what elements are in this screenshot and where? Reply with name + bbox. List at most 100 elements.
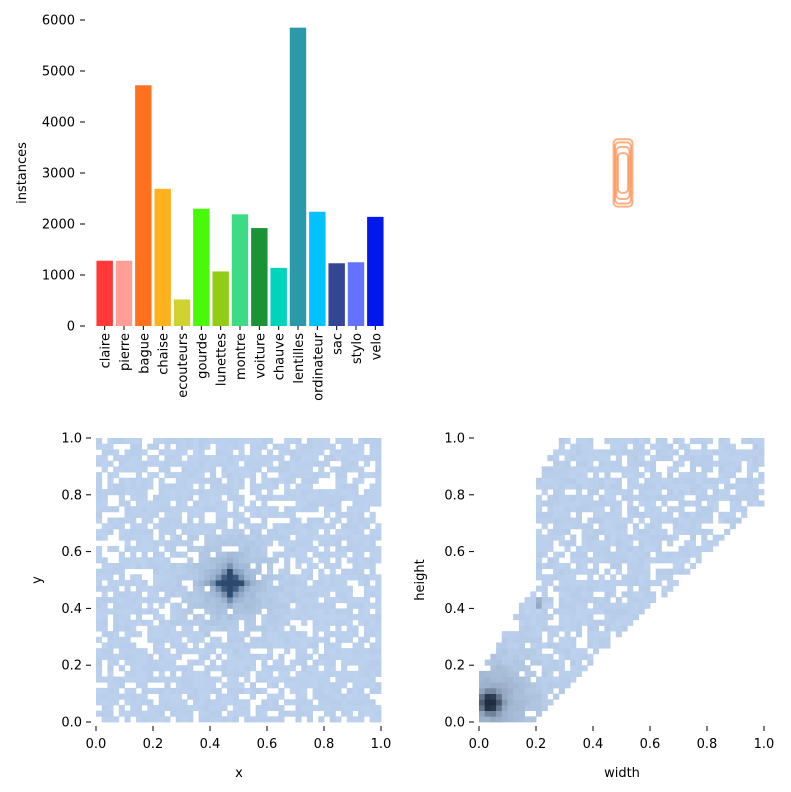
xy-heatmap-cell [272, 443, 279, 450]
xy-heatmap-cell [227, 693, 234, 700]
xy-heatmap-cell [221, 455, 228, 462]
wh-heatmap-cell [701, 517, 708, 524]
xy-heatmap-cell [141, 534, 148, 541]
wh-heatmap-cell [593, 517, 600, 524]
wh-heatmap-cell [547, 455, 554, 462]
xy-heatmap-cell [204, 591, 211, 598]
xy-heatmap-cell [346, 631, 353, 638]
wh-heatmap-cell [615, 523, 622, 530]
xy-heatmap-cell [221, 693, 228, 700]
wh-heatmap-cell [530, 670, 537, 677]
xy-heatmap-cell [238, 557, 245, 564]
wh-heatmap-cell [570, 670, 577, 677]
xy-heatmap-cell [284, 642, 291, 649]
xy-heatmap-cell [175, 619, 182, 626]
xy-heatmap-cell [272, 494, 279, 501]
xy-heatmap-cell [289, 699, 296, 706]
xy-heatmap-cell [238, 585, 245, 592]
xy-heatmap-cell [135, 704, 142, 712]
xy-heatmap-cell [249, 636, 256, 643]
wh-heatmap-cell [741, 449, 748, 456]
wh-heatmap-cell [735, 466, 742, 473]
wh-heatmap-cell [741, 483, 748, 490]
xy-heatmap-cell [312, 523, 319, 530]
bar-y-tick-label: 0 [67, 320, 75, 335]
xy-heatmap-cell [130, 534, 137, 541]
wh-heatmap-cell [627, 455, 634, 462]
wh-heatmap-cell [661, 494, 668, 501]
wh-heatmap-cell [712, 483, 719, 490]
xy-heatmap-cell [261, 557, 268, 564]
xy-heatmap-cell [232, 455, 239, 462]
xy-heatmap-cell [135, 602, 142, 609]
wh-heatmap-cell [621, 449, 628, 456]
xy-heatmap-cell [210, 455, 217, 462]
xy-heatmap-cell [278, 494, 285, 501]
xy-heatmap-cell [272, 574, 279, 581]
wh-heatmap-cell [501, 699, 508, 706]
xy-heatmap-cell [329, 540, 336, 547]
wh-heatmap-cell [558, 653, 565, 660]
wh-heatmap-cell [644, 591, 651, 598]
wh-heatmap-cell [638, 534, 645, 541]
xy-heatmap-cell [306, 676, 313, 683]
wh-heatmap-cell [484, 716, 491, 723]
xy-heatmap-cell [118, 557, 125, 564]
wh-heatmap-cell [701, 540, 708, 547]
wh-heatmap-cell [587, 557, 594, 564]
xy-heatmap-cell [153, 687, 160, 694]
wh-heatmap-cell [672, 551, 679, 558]
xy-heatmap-cell [301, 545, 308, 552]
box-outline [616, 152, 630, 194]
xy-heatmap-cell [272, 642, 279, 649]
wh-heatmap-cell [627, 597, 634, 604]
xy-heatmap-cell [312, 494, 319, 501]
xy-heatmap-cell [352, 676, 359, 683]
xy-heatmap-cell [261, 551, 268, 558]
xy-heatmap-cell [272, 528, 279, 535]
xy-heatmap-cell [335, 693, 342, 700]
xy-heatmap-cell [181, 443, 188, 450]
wh-y-tick-label: 0.8 [444, 488, 465, 503]
wh-heatmap-cell [678, 489, 685, 496]
xy-heatmap-cell [170, 693, 177, 700]
xy-heatmap-cell [187, 608, 194, 615]
xy-heatmap-cell [187, 494, 194, 501]
xy-heatmap-cell [130, 665, 137, 672]
xy-heatmap-cell [170, 528, 177, 535]
wh-heatmap-cell [564, 472, 571, 479]
xy-heatmap-cell [181, 614, 188, 621]
xy-heatmap-cell [272, 511, 279, 518]
xy-heatmap-cell [141, 648, 148, 655]
xy-heatmap-cell [170, 580, 177, 587]
wh-heatmap-cell [541, 534, 548, 541]
xy-heatmap-cell [181, 449, 188, 456]
wh-heatmap-cell [638, 591, 645, 598]
wh-heatmap-cell [661, 568, 668, 575]
xy-heatmap-cell [301, 449, 308, 456]
wh-heatmap-cell [689, 449, 696, 456]
xy-heatmap-cell [101, 653, 108, 660]
xy-heatmap-cell [369, 534, 376, 541]
wh-heatmap-cell [496, 704, 503, 712]
wh-heatmap-cell [610, 438, 617, 445]
wh-heatmap-cell [564, 483, 571, 490]
wh-heatmap-cell [581, 540, 588, 547]
xy-heatmap-cell [375, 494, 382, 501]
xy-heatmap-cell [301, 591, 308, 598]
xy-heatmap-cell [363, 625, 370, 632]
xy-heatmap-cell [187, 534, 194, 541]
xy-heatmap-cell [352, 704, 359, 712]
xy-heatmap-cell [289, 625, 296, 632]
wh-heatmap-cell [536, 545, 543, 552]
xy-heatmap-cell [369, 483, 376, 490]
wh-heatmap-cell [518, 608, 525, 615]
xy-heatmap-cell [141, 665, 148, 672]
wh-heatmap-cell [558, 682, 565, 689]
xy-heatmap-cell [135, 710, 142, 717]
xy-heatmap-cell [118, 528, 125, 535]
xy-heatmap-cell [96, 687, 103, 694]
xy-heatmap-cell [113, 597, 120, 604]
xy-heatmap-cell [261, 591, 268, 598]
wh-heatmap-cell [638, 602, 645, 609]
